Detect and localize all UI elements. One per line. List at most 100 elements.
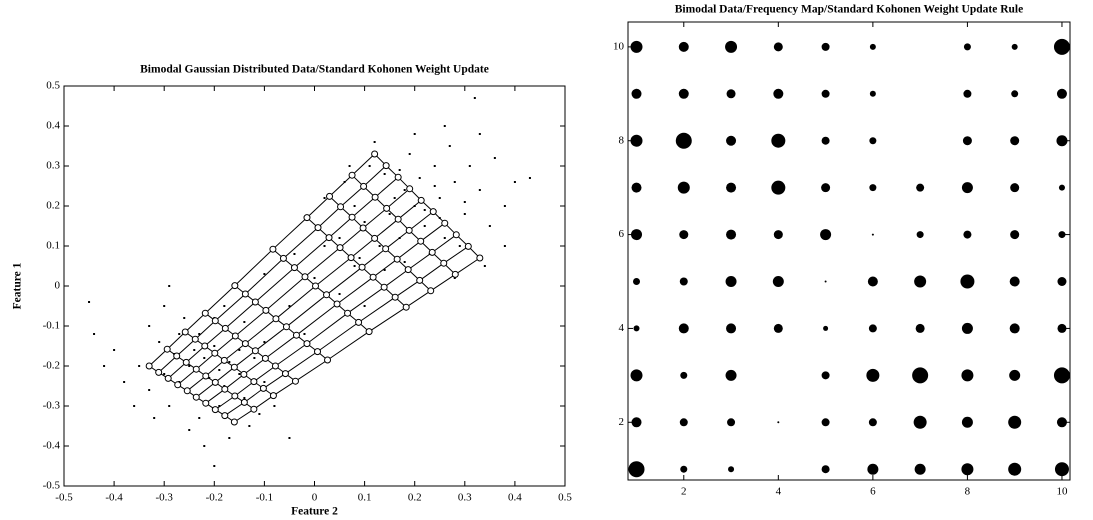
- network-node: [250, 378, 258, 386]
- frequency-bubble: [871, 233, 874, 236]
- network-column: [158, 165, 387, 373]
- network-node: [440, 259, 448, 267]
- data-point: [93, 333, 96, 335]
- frequency-bubble: [963, 230, 972, 239]
- network-node: [231, 282, 239, 290]
- x-tick-label: 6: [870, 486, 876, 498]
- frequency-bubble: [961, 463, 974, 476]
- frequency-bubble: [679, 277, 688, 286]
- y-tick-label: 10: [613, 40, 625, 52]
- data-point: [408, 153, 411, 155]
- network-node: [333, 300, 341, 308]
- network-node: [382, 162, 390, 170]
- x-tick-label: 0.2: [408, 492, 422, 504]
- network-node: [241, 340, 249, 348]
- network-node: [464, 242, 472, 250]
- y-tick-label: 0: [55, 280, 61, 292]
- network-node: [365, 328, 373, 336]
- data-point: [258, 413, 261, 415]
- network-node: [201, 309, 209, 317]
- frequency-bubble: [869, 137, 877, 145]
- network-node: [348, 171, 356, 179]
- data-point: [238, 373, 241, 375]
- data-point: [403, 261, 406, 263]
- network-node: [292, 331, 300, 339]
- network-node: [261, 354, 269, 362]
- x-tick-label: 2: [681, 486, 687, 498]
- data-point: [303, 333, 306, 335]
- data-point: [218, 405, 221, 407]
- data-point: [238, 349, 241, 351]
- data-point: [353, 205, 356, 207]
- y-tick-label: 8: [619, 134, 625, 146]
- frequency-bubble: [1053, 367, 1070, 384]
- x-tick-label: 8: [965, 486, 971, 498]
- network-column: [148, 153, 375, 367]
- network-node: [383, 204, 391, 212]
- network-row: [234, 285, 328, 361]
- frequency-bubble: [726, 182, 737, 193]
- data-point: [483, 265, 486, 267]
- network-node: [417, 196, 425, 204]
- network-node: [360, 182, 368, 190]
- frequency-bubble: [773, 42, 783, 52]
- network-node: [452, 231, 460, 239]
- x-tick-label: 0.5: [558, 492, 572, 504]
- data-point: [138, 365, 141, 367]
- network-node: [192, 365, 200, 373]
- network-node: [369, 273, 377, 281]
- network-node: [221, 324, 229, 332]
- frequency-bubble: [1056, 417, 1067, 428]
- data-point: [478, 189, 481, 191]
- network-node: [272, 315, 280, 323]
- data-point: [148, 325, 151, 327]
- data-point: [348, 165, 351, 167]
- frequency-bubble: [628, 461, 645, 478]
- network-node: [202, 399, 210, 407]
- data-point: [473, 97, 476, 99]
- frequency-bubble: [914, 275, 927, 288]
- data-point: [418, 177, 421, 179]
- frequency-bubble: [961, 369, 974, 382]
- network-node: [427, 287, 435, 295]
- frequency-bubble: [961, 416, 973, 428]
- network-node: [416, 276, 424, 284]
- network-node: [290, 264, 298, 272]
- frequency-bubble: [773, 230, 783, 240]
- network-node: [371, 150, 379, 158]
- network-row: [166, 348, 255, 410]
- network-node: [441, 219, 449, 227]
- data-point: [103, 365, 106, 367]
- y-tick-label: 0.1: [46, 240, 60, 252]
- data-point: [488, 225, 491, 227]
- network-node: [391, 293, 399, 301]
- data-point: [478, 133, 481, 135]
- frequency-bubble: [678, 323, 689, 334]
- network-node: [402, 303, 410, 311]
- network-node: [303, 340, 311, 348]
- data-point: [323, 245, 326, 247]
- frequency-bubble: [1058, 184, 1065, 191]
- data-point: [203, 357, 206, 359]
- network-node: [323, 291, 331, 299]
- data-point: [253, 357, 256, 359]
- data-point: [113, 349, 116, 351]
- frequency-bubble: [867, 276, 878, 287]
- frequency-bubble: [772, 276, 784, 288]
- x-tick-label: -0.4: [105, 492, 123, 504]
- data-point: [133, 405, 136, 407]
- data-point: [178, 333, 181, 335]
- network-node: [251, 298, 259, 306]
- network-column: [186, 200, 422, 392]
- frequency-bubble: [630, 369, 643, 382]
- frequency-bubble: [1056, 135, 1068, 147]
- y-tick-label: 4: [619, 322, 625, 334]
- y-axis-label: Feature 1: [12, 262, 24, 309]
- network-node: [241, 290, 249, 298]
- network-node: [314, 348, 322, 356]
- network-node: [406, 185, 414, 193]
- network-node: [417, 237, 425, 245]
- data-point: [513, 181, 516, 183]
- network-node: [230, 363, 238, 371]
